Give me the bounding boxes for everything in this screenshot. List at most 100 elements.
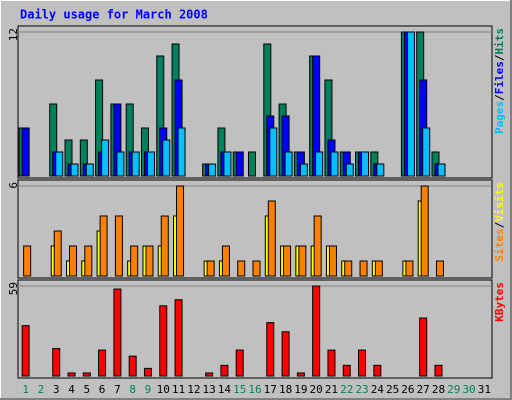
- bar: [312, 285, 321, 377]
- x-tick-label: 14: [218, 383, 232, 396]
- legend-separator: /: [493, 54, 506, 61]
- bar: [67, 372, 76, 377]
- bar: [114, 215, 123, 277]
- legend-entry: Visits: [493, 182, 506, 222]
- x-tick-label: 11: [172, 383, 185, 396]
- bar: [313, 215, 322, 277]
- bar: [422, 127, 431, 177]
- legend-separator: /: [493, 221, 506, 228]
- x-tick-label: 29: [447, 383, 460, 396]
- legend-entry: Files: [493, 61, 506, 94]
- x-tick-label: 26: [401, 383, 414, 396]
- y-tick-label: 6: [7, 182, 20, 189]
- x-tick-label: 6: [99, 383, 106, 396]
- x-tick-label: 24: [371, 383, 385, 396]
- bar: [146, 151, 155, 177]
- legend-separator: /: [493, 94, 506, 101]
- bar: [359, 260, 368, 277]
- x-tick-label: 25: [386, 383, 399, 396]
- bar: [252, 260, 261, 277]
- bar: [267, 200, 276, 277]
- bar: [406, 31, 415, 177]
- bar: [143, 367, 152, 377]
- bar: [23, 245, 32, 277]
- bar: [344, 260, 353, 277]
- x-tick-label: 28: [432, 383, 445, 396]
- x-tick-label: 27: [417, 383, 430, 396]
- bar: [328, 245, 337, 277]
- bar: [162, 139, 171, 177]
- bar: [358, 349, 367, 377]
- y-tick-label: 59: [7, 282, 20, 295]
- bar: [101, 139, 110, 177]
- x-tick-label: 13: [203, 383, 216, 396]
- bar: [405, 260, 414, 277]
- bar: [269, 127, 278, 177]
- bar: [208, 163, 217, 177]
- bar: [70, 163, 79, 177]
- bar: [177, 127, 186, 177]
- bar: [296, 372, 305, 377]
- x-tick-label: 16: [248, 383, 261, 396]
- legend-entry: KBytes: [493, 282, 506, 322]
- bar: [420, 185, 429, 277]
- bar: [434, 364, 443, 377]
- bar: [361, 151, 370, 177]
- x-tick-label: 17: [264, 383, 277, 396]
- bar: [220, 364, 229, 377]
- bar: [283, 245, 292, 277]
- bar: [281, 331, 290, 377]
- bar: [435, 260, 444, 277]
- bar: [52, 348, 61, 377]
- bar: [419, 317, 428, 377]
- x-tick-label: 3: [53, 383, 60, 396]
- bar: [235, 151, 244, 177]
- bar: [82, 372, 91, 377]
- bar: [130, 245, 139, 277]
- bar: [145, 245, 154, 277]
- legend-entry: Pages: [493, 101, 506, 134]
- x-tick-label: 2: [38, 383, 45, 396]
- x-tick-label: 1: [22, 383, 29, 396]
- bar: [248, 151, 256, 177]
- x-tick-label: 22: [340, 383, 353, 396]
- bar: [266, 322, 275, 377]
- x-tick-label: 9: [145, 383, 152, 396]
- x-tick-label: 15: [233, 383, 246, 396]
- bar: [176, 185, 185, 277]
- legend: Pages/Files/Hits: [493, 28, 506, 134]
- x-tick-label: 12: [187, 383, 200, 396]
- x-tick-label: 18: [279, 383, 292, 396]
- bar: [205, 372, 214, 377]
- legend-entry: Sites: [493, 228, 506, 261]
- bar: [21, 127, 30, 177]
- bar: [159, 305, 168, 377]
- x-tick-label: 19: [294, 383, 307, 396]
- bar: [235, 349, 244, 377]
- bar: [327, 349, 336, 377]
- bar: [21, 325, 30, 377]
- bar: [113, 288, 122, 377]
- bar: [342, 364, 351, 377]
- bar: [160, 215, 169, 277]
- bar: [374, 260, 383, 277]
- x-tick-label: 8: [129, 383, 136, 396]
- x-tick-label: 21: [325, 383, 338, 396]
- bar: [437, 163, 446, 177]
- bar: [299, 163, 308, 177]
- x-tick-label: 31: [478, 383, 491, 396]
- bar: [69, 245, 78, 277]
- legend: Sites/Visits: [493, 182, 506, 262]
- bar: [85, 163, 94, 177]
- bar: [376, 163, 385, 177]
- bar: [221, 245, 230, 277]
- bar: [330, 151, 339, 177]
- legend: KBytes: [493, 282, 506, 322]
- bar: [116, 151, 125, 177]
- x-tick-label: 10: [157, 383, 170, 396]
- x-tick-label: 5: [83, 383, 90, 396]
- bar: [55, 151, 64, 177]
- bar: [284, 151, 293, 177]
